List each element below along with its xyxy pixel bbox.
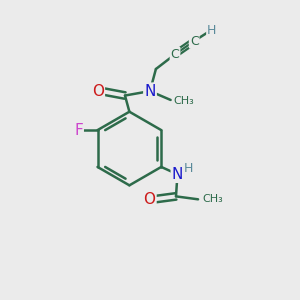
Text: N: N (172, 167, 183, 182)
Text: O: O (143, 192, 155, 207)
Text: H: H (207, 24, 217, 37)
Text: CH₃: CH₃ (173, 96, 194, 106)
Text: C: C (190, 34, 199, 48)
Text: N: N (144, 84, 156, 99)
Text: H: H (184, 163, 193, 176)
Text: C: C (171, 48, 179, 61)
Text: F: F (74, 123, 83, 138)
Text: CH₃: CH₃ (202, 194, 223, 204)
Text: O: O (92, 84, 104, 99)
